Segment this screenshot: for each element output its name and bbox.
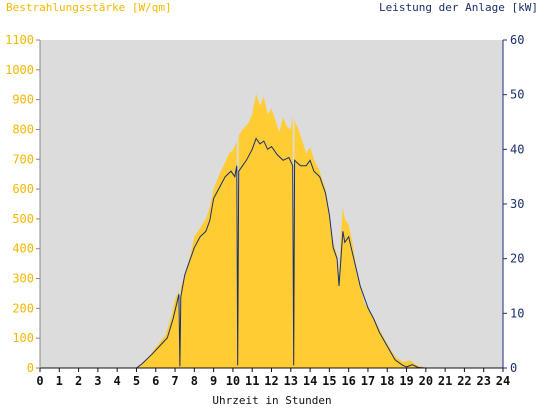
x-tick-label: 24: [496, 374, 510, 388]
right-tick-label: 0: [510, 361, 517, 375]
x-tick-label: 19: [399, 374, 413, 388]
left-tick-label: 500: [12, 212, 34, 226]
x-tick-label: 22: [457, 374, 471, 388]
left-tick-label: 200: [12, 301, 34, 315]
x-tick-label: 8: [191, 374, 198, 388]
right-tick-label: 20: [510, 252, 524, 266]
x-tick-label: 15: [322, 374, 336, 388]
x-axis-title: Uhrzeit in Stunden: [212, 394, 332, 407]
right-tick-label: 10: [510, 306, 524, 320]
power-line: [40, 137, 503, 369]
x-tick-label: 12: [264, 374, 278, 388]
x-tick-label: 2: [75, 374, 82, 388]
left-tick-label: 600: [12, 182, 34, 196]
x-tick-label: 0: [36, 374, 43, 388]
left-axis-title: Bestrahlungsstärke [W/qm]: [6, 1, 172, 14]
left-tick-label: 900: [12, 93, 34, 107]
x-tick-label: 5: [133, 374, 140, 388]
x-tick-label: 17: [361, 374, 375, 388]
left-tick-label: 0: [27, 361, 34, 375]
x-tick-label: 16: [341, 374, 355, 388]
left-tick-label: 700: [12, 152, 34, 166]
x-tick-label: 6: [152, 374, 159, 388]
left-tick-label: 100: [12, 331, 34, 345]
right-tick-label: 30: [510, 197, 524, 211]
left-tick-label: 1100: [5, 33, 34, 47]
x-tick-label: 18: [380, 374, 394, 388]
x-tick-label: 1: [56, 374, 63, 388]
x-tick-label: 11: [245, 374, 259, 388]
x-tick-label: 20: [419, 374, 433, 388]
irradiance-area: [40, 93, 503, 368]
right-tick-label: 40: [510, 142, 524, 156]
x-tick-label: 10: [226, 374, 240, 388]
right-tick-label: 50: [510, 88, 524, 102]
x-tick-label: 13: [284, 374, 298, 388]
left-tick-label: 1000: [5, 63, 34, 77]
x-tick-label: 14: [303, 374, 317, 388]
x-tick-label: 21: [438, 374, 452, 388]
left-tick-label: 300: [12, 272, 34, 286]
x-tick-label: 9: [210, 374, 217, 388]
right-axis-title: Leistung der Anlage [kW]: [379, 1, 538, 14]
x-tick-label: 4: [114, 374, 121, 388]
x-tick-label: 23: [476, 374, 490, 388]
left-tick-label: 400: [12, 242, 34, 256]
x-tick-label: 7: [171, 374, 178, 388]
left-tick-label: 800: [12, 122, 34, 136]
x-tick-label: 3: [94, 374, 101, 388]
right-tick-label: 60: [510, 33, 524, 47]
